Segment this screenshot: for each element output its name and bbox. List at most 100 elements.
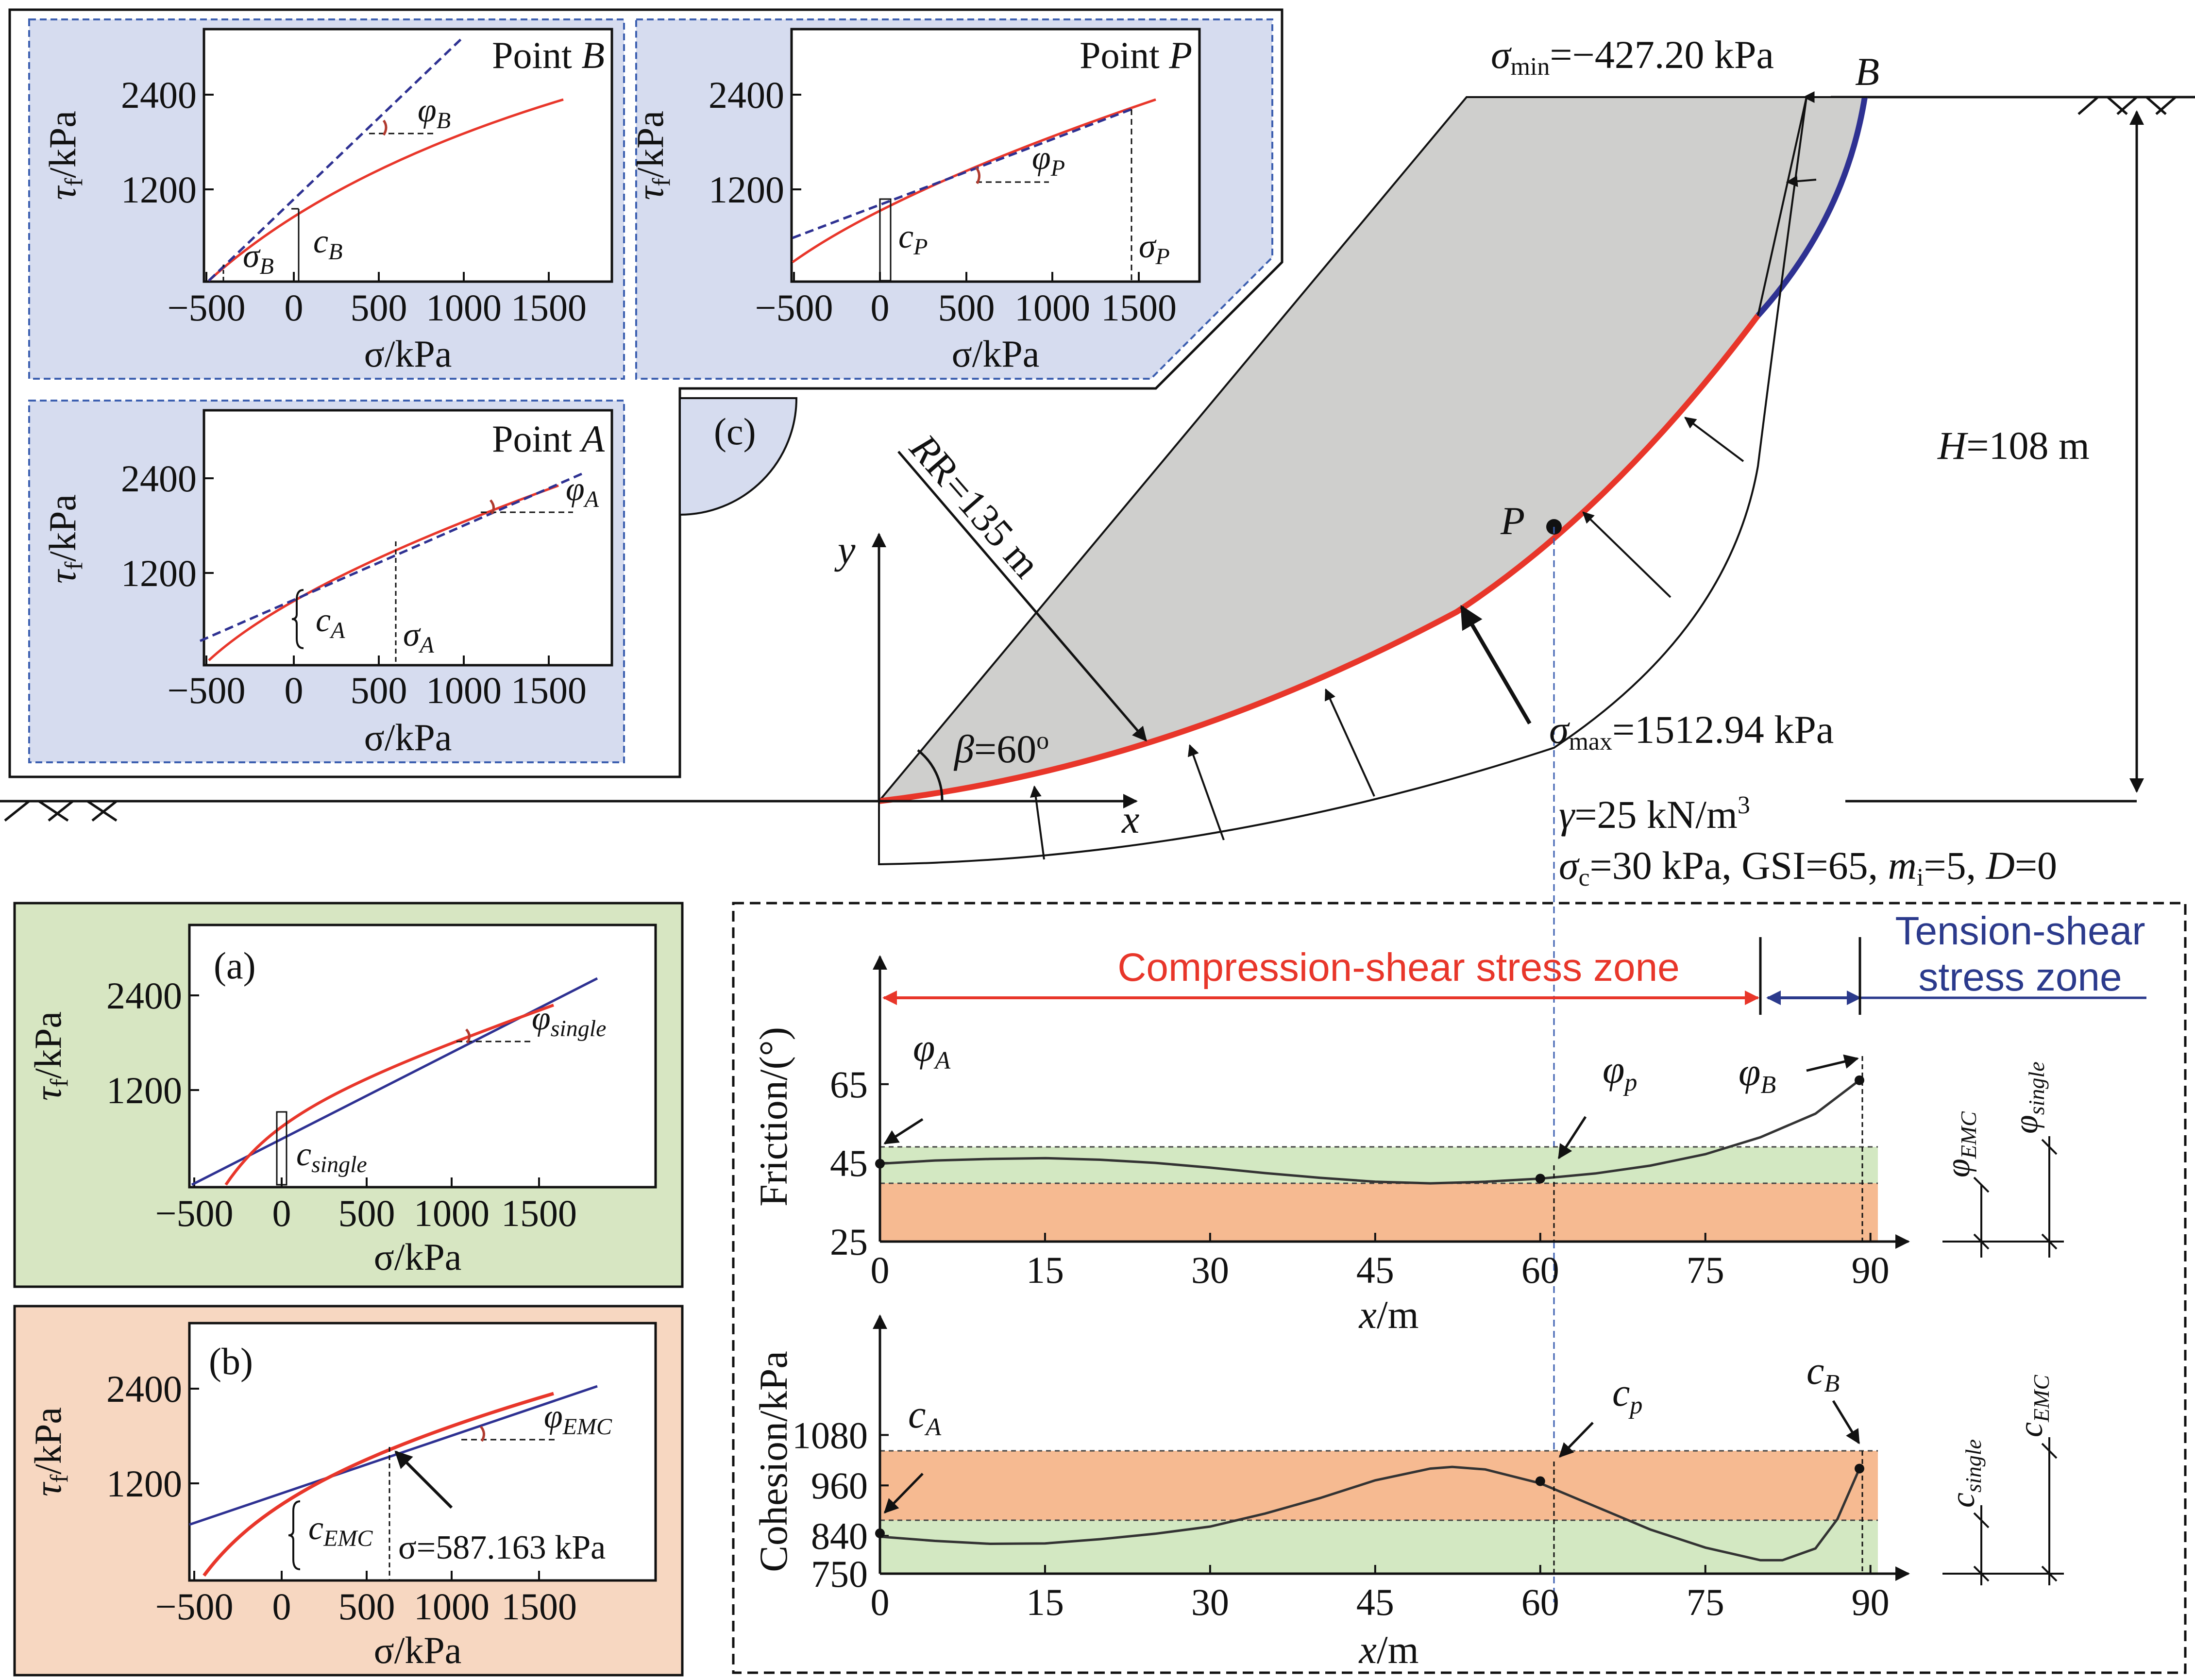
sigma-max-label: σmax=1512.94 kPa bbox=[1549, 707, 1834, 756]
pb-xtick: 1500 bbox=[501, 1585, 577, 1628]
pB-ylabel: τf/kPa bbox=[41, 111, 88, 200]
data-point-p bbox=[1535, 1476, 1545, 1486]
pa-xtick: −500 bbox=[155, 1192, 234, 1234]
pP-xtick: 1000 bbox=[1014, 286, 1090, 329]
cohesion-curve bbox=[879, 1465, 1861, 1562]
y-tick-label: 750 bbox=[811, 1553, 868, 1595]
pB-c: cB bbox=[313, 223, 342, 265]
pA-xtick: 500 bbox=[351, 669, 407, 711]
panel-b: (b) 2400 1200 −500 0 500 1000 1500 σ/kPa… bbox=[13, 1305, 684, 1677]
friction-curve bbox=[879, 1079, 1860, 1185]
pB-ytick-2400: 2400 bbox=[121, 74, 197, 116]
pB-ytick-1200: 1200 bbox=[121, 168, 197, 211]
friction-ylabel: Friction/(°) bbox=[751, 1027, 795, 1207]
pP-xtick: 0 bbox=[871, 286, 890, 329]
cohesion-xticks: 0 15 30 45 60 75 90 bbox=[871, 1565, 1890, 1623]
pb-sigma-note: σ=587.163 kPa bbox=[398, 1529, 606, 1566]
y-tick-label: 45 bbox=[830, 1142, 868, 1184]
y-axis-label: y bbox=[834, 528, 856, 572]
x-tick-label: 75 bbox=[1687, 1249, 1724, 1291]
pa-tag: (a) bbox=[214, 944, 256, 987]
pa-xtick: 1500 bbox=[501, 1192, 577, 1234]
pA-xtick: 0 bbox=[285, 669, 304, 711]
friction-chart: 65 45 25 0 15 30 45 60 75 90 Friction/(°) x/m φA… bbox=[751, 955, 2064, 1337]
pb-ylabel: τf/kPa bbox=[27, 1407, 73, 1496]
pA-xlabel: σ/kPa bbox=[364, 716, 452, 758]
pB-xtick: 500 bbox=[351, 286, 407, 329]
pa-xtick: 0 bbox=[272, 1192, 291, 1234]
pP-xtick: −500 bbox=[755, 286, 833, 329]
pa-phi: φsingle bbox=[532, 1000, 606, 1042]
pA-xtick: 1000 bbox=[426, 669, 502, 711]
data-point-a bbox=[875, 1159, 885, 1169]
pA-sigma: σA bbox=[403, 616, 435, 658]
c-p-label: cp bbox=[1612, 1370, 1642, 1419]
phi-a-label: φA bbox=[913, 1025, 950, 1075]
friction-xlabel: x/m bbox=[1359, 1293, 1419, 1337]
friction-xticks: 0 15 30 45 60 75 90 bbox=[871, 1233, 1890, 1291]
tension-zone-label-1: Tension-shear bbox=[1895, 909, 2145, 953]
compression-zone-label: Compression-shear stress zone bbox=[1117, 945, 1680, 990]
pB-xtick: 1000 bbox=[426, 286, 502, 329]
pA-phi: φA bbox=[566, 470, 599, 512]
pP-title: Point P bbox=[1080, 34, 1192, 76]
x-tick-label: 15 bbox=[1026, 1249, 1064, 1291]
pP-c: cP bbox=[898, 218, 928, 260]
tension-zone-label-2: stress zone bbox=[1918, 955, 2122, 999]
pA-ytick: 1200 bbox=[121, 552, 197, 594]
top-panel-frame bbox=[8, 8, 1283, 778]
x-tick-label: 60 bbox=[1521, 1581, 1559, 1623]
panel-c-corner bbox=[679, 397, 798, 516]
pA-title: Point A bbox=[492, 418, 605, 460]
pB-title: Point B bbox=[492, 34, 605, 76]
pb-xtick: 0 bbox=[272, 1585, 291, 1628]
x-tick-label: 0 bbox=[871, 1581, 890, 1623]
panel-a: (a) 2400 1200 −500 0 500 1000 1500 σ/kPa… bbox=[13, 902, 684, 1288]
x-tick-label: 45 bbox=[1356, 1581, 1394, 1623]
pB-xtick: 1500 bbox=[511, 286, 587, 329]
pa-xlabel: σ/kPa bbox=[374, 1236, 462, 1278]
x-tick-label: 90 bbox=[1852, 1249, 1890, 1291]
pP-sigma: σP bbox=[1139, 228, 1170, 269]
panel-c-tag: (c) bbox=[714, 410, 756, 453]
ground-hatch-left bbox=[4, 800, 118, 822]
pb-xtick: 500 bbox=[338, 1585, 395, 1628]
pP-xtick: 500 bbox=[938, 286, 995, 329]
phi-emc-label: φEMC bbox=[1940, 1111, 1981, 1177]
pa-xtick: 500 bbox=[338, 1192, 395, 1234]
pb-xlabel: σ/kPa bbox=[374, 1629, 462, 1671]
pa-ytick: 1200 bbox=[106, 1069, 182, 1111]
pA-c: cA bbox=[316, 602, 345, 643]
zone-labels: Compression-shear stress zone Tension-sh… bbox=[882, 909, 2146, 1015]
y-tick-label: 960 bbox=[811, 1464, 868, 1507]
phi-b-label: φB bbox=[1739, 1050, 1776, 1099]
data-point-p bbox=[1535, 1174, 1545, 1184]
x-tick-label: 0 bbox=[871, 1249, 890, 1291]
height-label: H=108 m bbox=[1937, 423, 2090, 468]
point-p-label: P bbox=[1500, 499, 1525, 543]
cohesion-ylabel: Cohesion/kPa bbox=[751, 1351, 795, 1572]
radius-label: RR=135 m bbox=[901, 425, 1049, 586]
c-a-label: cA bbox=[908, 1392, 941, 1441]
pB-xtick: 0 bbox=[285, 286, 304, 329]
c-emc-label: cEMC bbox=[2012, 1375, 2054, 1437]
pA-ylabel: τf/kPa bbox=[41, 494, 88, 584]
charts-frame bbox=[732, 902, 2187, 1674]
beta-label: β=60o bbox=[953, 727, 1049, 771]
panel-point-a: 2400 1200 −500 0 500 1000 1500 σ/kPa τf/… bbox=[28, 400, 625, 763]
pb-xtick: −500 bbox=[155, 1585, 234, 1628]
x-axis-label: x bbox=[1121, 797, 1139, 841]
y-tick-label: 25 bbox=[830, 1221, 868, 1263]
pP-ytick: 1200 bbox=[709, 168, 784, 211]
pA-xtick: −500 bbox=[168, 669, 246, 711]
x-tick-label: 15 bbox=[1026, 1581, 1064, 1623]
pa-xtick: 1000 bbox=[414, 1192, 490, 1234]
ground-hatch-right bbox=[2077, 96, 2177, 115]
gamma-label: γ=25 kN/m3 bbox=[1559, 791, 1750, 837]
c-b-label: cB bbox=[1807, 1348, 1840, 1397]
panel-point-b: 2400 1200 −500 0 500 1000 1500 σ/kPa τf/… bbox=[28, 18, 625, 380]
pB-xlabel: σ/kPa bbox=[364, 333, 452, 375]
pb-ytick: 1200 bbox=[106, 1462, 182, 1505]
pb-c: cEMC bbox=[308, 1510, 373, 1551]
